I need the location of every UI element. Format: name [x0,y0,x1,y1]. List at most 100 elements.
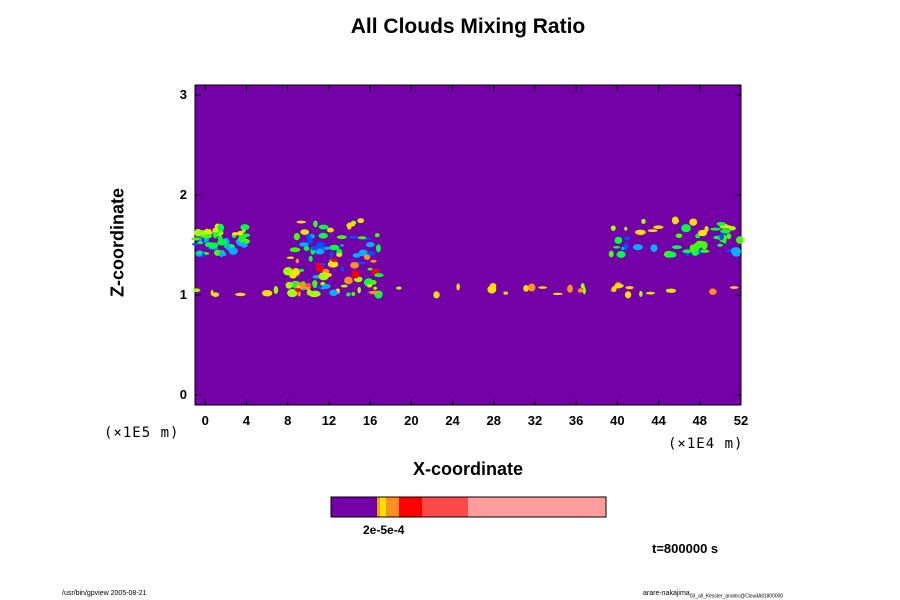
cloud-blob [614,283,624,289]
cloud-blob [368,290,380,295]
cloud-blob [730,247,742,256]
colorbar-tick-label: 2e-5e-4 [363,523,405,537]
cloud-blob [331,258,338,262]
cloud-blob [340,244,344,247]
cloud-blob [303,245,310,251]
cloud-blob [736,236,744,244]
cloud-blob [709,288,717,296]
cloud-blob [625,286,634,290]
cloud-blob [299,242,309,247]
cloud-blob [351,270,360,279]
cloud-blob [197,241,204,245]
cloud-blob [374,273,384,278]
cloud-blob [235,292,246,297]
cloud-blob [329,251,334,259]
cloud-blob [611,286,617,292]
cloud-blob [314,248,325,255]
cloud-blob [352,253,361,258]
cloud-blob [327,260,339,268]
cloud-blob [623,242,629,251]
cloud-blob [240,224,250,231]
cloud-blob [671,245,682,250]
cloud-blob [192,242,199,246]
cloud-blob [367,267,373,271]
cloud-blob [196,231,208,236]
colorbar-segment [331,497,377,517]
cloud-blob [647,229,658,232]
cloud-blob [552,292,563,296]
x-tick-label: 16 [362,413,378,428]
cloud-blob [241,229,246,233]
cloud-blob [357,236,367,240]
cloud-blob [538,286,547,289]
cloud-blob [329,244,340,251]
cloud-blob [340,284,348,288]
footer-left: /usr/bin/gpview 2005-08-21 [62,590,147,597]
cloud-blob [710,227,721,231]
x-tick-label: 0 [201,413,209,428]
cloud-blob [316,241,326,250]
colorbar-segment [380,497,386,517]
cloud-blob [681,224,691,233]
cloud-blob [201,252,206,258]
x-tick-label: 24 [445,413,460,428]
cloud-blob [297,291,301,297]
cloud-blob [527,283,536,292]
cloud-blob [369,279,377,285]
cloud-blob [322,283,331,289]
x-tick-label: 44 [651,413,666,428]
cloud-blob [357,218,365,224]
cloud-blob [616,250,626,258]
cloud-blob [306,289,313,296]
cloud-blob [675,233,683,239]
chart-title: All Clouds Mixing Ratio [350,15,586,38]
x-tick-label: 32 [527,413,543,428]
cloud-blob [295,288,302,292]
cloud-blob [728,225,736,231]
cloud-blob [577,288,584,293]
cloud-blob [309,290,321,297]
cloud-blob [621,246,625,251]
colorbar-frame [330,496,607,518]
cloud-blob [700,249,710,253]
cloud-blob [212,227,219,233]
x-scale-label: (×1E4 m) [668,436,744,452]
cloud-blob [373,286,377,290]
y-tick-label: 2 [179,187,187,202]
x-axis-label: X-coordinate [412,459,523,479]
cloud-blob [191,237,201,241]
time-label: t=800000 s [652,541,719,556]
cloud-blob [298,268,305,272]
cloud-blob [308,255,313,262]
cloud-blob [312,274,321,279]
cloud-blob [210,289,214,296]
cloud-blob [350,220,357,226]
cloud-blob [351,291,356,297]
cloud-blob [323,246,331,251]
cloud-blob [344,276,353,285]
cloud-blob [285,281,293,289]
cloud-blob [295,258,300,264]
cloud-blob [487,285,497,294]
cloud-blob [192,288,201,292]
cloud-blob [287,289,298,298]
cloud-blob [336,253,343,257]
cloud-blob [675,219,680,223]
colorbar [330,496,607,518]
cloud-blob [312,280,318,287]
colorbar-segment [468,497,606,517]
cloud-blob [374,232,380,238]
cloud-blob [296,220,307,224]
footer-right-sub: 03_all_Kessler_analnc@CloudAll1800000 [689,593,784,600]
cloud-blob [306,237,314,245]
cloud-blob [613,246,621,249]
cloud-blob [286,256,295,259]
y-tick-label: 1 [179,287,187,302]
x-tick-label: 48 [692,413,708,428]
axis-ticks [195,85,742,405]
cloud-blob [666,288,677,293]
cloud-blob [624,291,632,299]
cloud-blob [580,283,585,289]
colorbar-segment [399,497,422,517]
